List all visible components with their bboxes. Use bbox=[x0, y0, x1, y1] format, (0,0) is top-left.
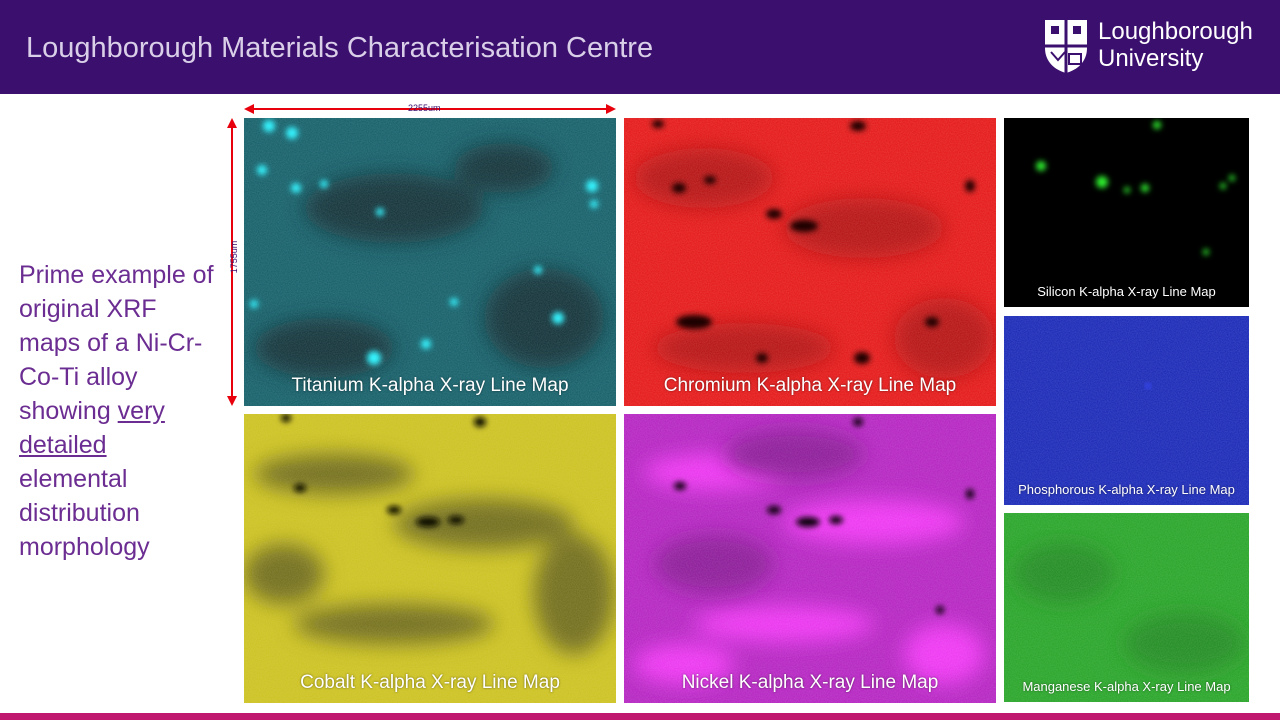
description-part-2: elemental distribution morphology bbox=[19, 465, 150, 561]
phosphorous-map: Phosphorous K-alpha X-ray Line Map bbox=[1004, 316, 1249, 505]
nickel-map-label: Nickel K-alpha X-ray Line Map bbox=[681, 672, 939, 693]
scale-horizontal-label: 2255um bbox=[408, 103, 441, 113]
logo-line-1: Loughborough bbox=[1098, 18, 1253, 45]
phosphorous-map-image bbox=[1004, 316, 1249, 505]
manganese-map-label: Manganese K-alpha X-ray Line Map bbox=[1022, 679, 1231, 694]
scale-vertical-label: 1755um bbox=[229, 240, 239, 274]
logo-line-2: University bbox=[1098, 45, 1204, 72]
silicon-map-image bbox=[1004, 118, 1249, 307]
chromium-map: Chromium K-alpha X-ray Line Map bbox=[624, 118, 996, 406]
silicon-map: Silicon K-alpha X-ray Line Map bbox=[1004, 118, 1249, 307]
cobalt-map-label: Cobalt K-alpha X-ray Line Map bbox=[300, 672, 560, 693]
cobalt-map: Cobalt K-alpha X-ray Line Map bbox=[244, 414, 616, 703]
nickel-map-image bbox=[624, 414, 996, 703]
logo-text: Loughborough University bbox=[1098, 18, 1253, 72]
titanium-map: Titanium K-alpha X-ray Line Map bbox=[244, 118, 616, 406]
nickel-map: Nickel K-alpha X-ray Line Map bbox=[624, 414, 996, 703]
bottom-accent-bar bbox=[0, 713, 1280, 720]
page-title: Loughborough Materials Characterisation … bbox=[26, 32, 654, 64]
crest-icon bbox=[1045, 20, 1087, 73]
phosphorous-map-label: Phosphorous K-alpha X-ray Line Map bbox=[1018, 482, 1235, 497]
titanium-map-label: Titanium K-alpha X-ray Line Map bbox=[291, 375, 569, 396]
manganese-map-image bbox=[1004, 513, 1249, 702]
manganese-map: Manganese K-alpha X-ray Line Map bbox=[1004, 513, 1249, 702]
cobalt-map-image bbox=[244, 414, 616, 703]
header-bar: Loughborough Materials Characterisation … bbox=[0, 0, 1280, 94]
silicon-map-label: Silicon K-alpha X-ray Line Map bbox=[1037, 284, 1216, 299]
chromium-map-label: Chromium K-alpha X-ray Line Map bbox=[663, 375, 957, 396]
chromium-map-image bbox=[624, 118, 996, 406]
description-text: Prime example of original XRF maps of a … bbox=[19, 258, 219, 564]
description-part-1: Prime example of original XRF maps of a … bbox=[19, 261, 214, 425]
description-underlined: very detailed bbox=[19, 397, 165, 459]
titanium-map-image bbox=[244, 118, 616, 406]
university-logo: Loughborough University bbox=[1043, 18, 1263, 76]
